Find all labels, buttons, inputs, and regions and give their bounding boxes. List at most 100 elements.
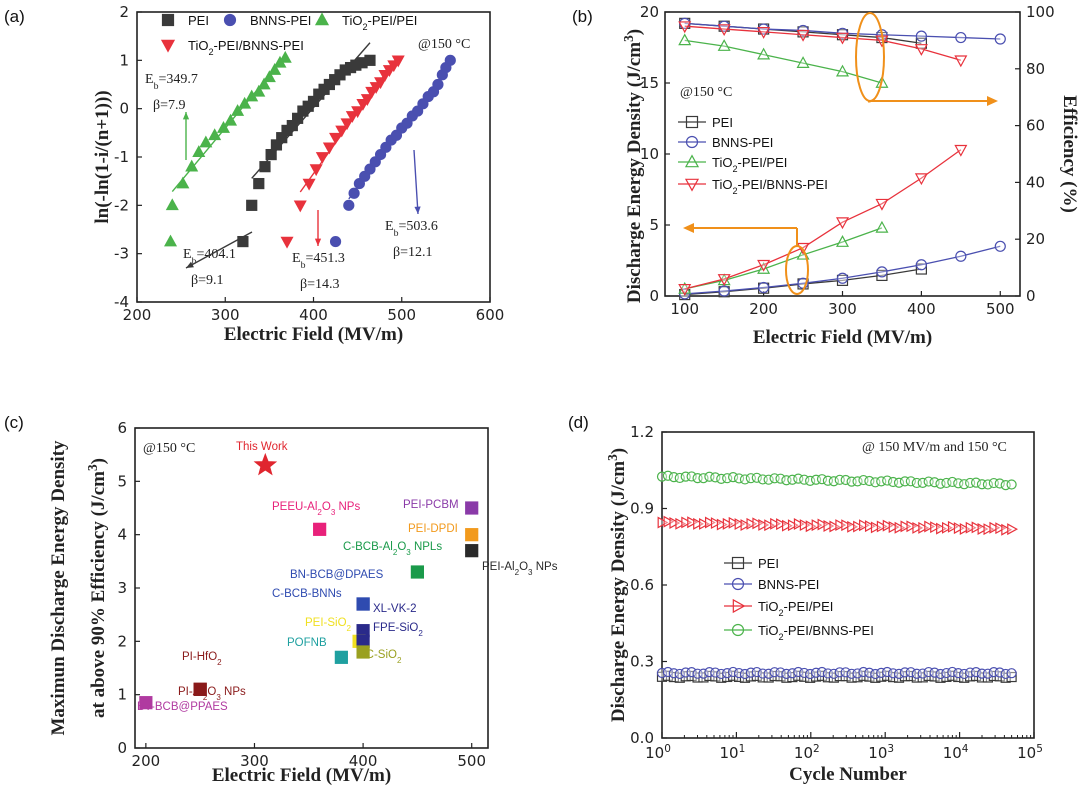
cycle-point: [734, 518, 746, 531]
cycle-point: [971, 521, 983, 534]
cycle-point: [936, 522, 947, 535]
arrow-black: [185, 231, 253, 269]
eff-point-TiO2-PEI/BNNS-PEI: [757, 27, 771, 39]
cycle-point: [686, 471, 697, 482]
cycle-point: [965, 521, 977, 534]
cycle-point: [805, 520, 817, 533]
y-axis-label-2-part: at above 90% Efficiency (J/cm: [88, 471, 109, 718]
x-tick-label-part: 0: [664, 743, 671, 755]
legend-bnns-marker: [731, 577, 745, 591]
eb-label-part: E: [385, 219, 394, 234]
point-label: POFNB: [287, 637, 327, 649]
point-label-part: 2: [317, 508, 322, 517]
y-tick-label: 0.9: [630, 500, 654, 518]
point-label-part: NPs: [335, 501, 360, 513]
y-tick-label: 20: [640, 3, 659, 21]
y-tick-label: 4: [117, 526, 127, 544]
legend-tio2-pei-marker: [314, 12, 330, 26]
point-label-part: 2: [347, 624, 352, 633]
cycle-point: [793, 518, 805, 530]
energy-line-PEI: [684, 268, 922, 296]
eff-point-TiO2-PEI/PEI: [717, 39, 731, 51]
energy-line-BNNS-PEI: [684, 245, 1001, 295]
y-tick-label: 5: [117, 472, 127, 490]
x-tick-label: 103: [868, 743, 894, 762]
point-label: PI-Al2O3 NPs: [178, 686, 246, 702]
y-tick-label: 5: [649, 216, 659, 234]
energy-point-BNNS-PEI: [915, 259, 927, 271]
y-tick-label: 1.2: [630, 423, 654, 441]
point-label: PEI-Al2O3 NPs: [482, 561, 558, 577]
eff-point-TiO2-PEI/PEI: [796, 56, 810, 68]
y-tick-label: 2: [117, 632, 127, 650]
eff-point-BNNS-PEI: [955, 31, 967, 44]
marker-7: [356, 597, 370, 611]
point-TiO2-PEI/BNNS-PEI: [345, 111, 359, 123]
point-TiO2-PEI/PEI: [231, 104, 245, 116]
eff-point-TiO2-PEI/BNNS-PEI: [678, 21, 692, 34]
series-BNNS-PEI: [656, 666, 1017, 680]
cycle-point: [758, 518, 770, 531]
beta-label: β=9.1: [191, 273, 224, 288]
point-BNNS-PEI: [343, 199, 355, 211]
cycle-point: [822, 672, 834, 683]
x-tick-label: 400: [349, 752, 378, 770]
point-TiO2-PEI/PEI: [238, 96, 252, 109]
cycle-point: [751, 666, 762, 678]
legend-tio2-pei-label-part: TiO: [342, 13, 362, 28]
energy-point-TiO2-PEI/BNNS-PEI: [678, 284, 692, 296]
legend-tio2-pei-label: TiO2-PEI/PEI: [758, 599, 833, 618]
cycle-point: [953, 522, 965, 535]
eff-point-TiO2-PEI/PEI: [835, 64, 850, 77]
marker-12: [356, 645, 370, 659]
legend-pei-label: PEI: [712, 115, 733, 130]
legend-bnns-marker: [685, 135, 699, 149]
marker-5: [465, 544, 479, 558]
cycle-point: [722, 517, 734, 530]
y-tick-label: -3: [114, 245, 129, 263]
cycle-point: [693, 517, 704, 530]
point-label-part: 2: [203, 693, 208, 702]
cycle-point: [959, 668, 970, 680]
point-label-part: 2: [515, 568, 520, 577]
point-PEI: [265, 148, 277, 161]
data-point: PI-Al2O3 NPs: [178, 682, 246, 702]
cycle-point: [882, 670, 893, 681]
energy-point-BNNS-PEI: [955, 250, 967, 262]
point-label-part: PEI-: [482, 561, 505, 573]
panel-b-frame: [664, 11, 1021, 297]
panel-label-d: (d): [568, 413, 589, 432]
eff-point-TiO2-PEI/BNNS-PEI: [954, 55, 968, 68]
point-label-part: PI-HfO: [182, 651, 217, 663]
eff-point-TiO2-PEI/BNNS-PEI: [796, 29, 810, 42]
x-tick-label: 600: [476, 306, 505, 324]
y-axis-label-part: Discharge Energy Density (J/cm: [624, 42, 645, 303]
cycle-point: [793, 670, 804, 681]
cycle-point: [941, 521, 953, 534]
cycle-point: [977, 523, 989, 535]
y2-tick-label: 40: [1026, 173, 1045, 191]
energy-point-TiO2-PEI/BNNS-PEI: [835, 217, 850, 230]
cycle-point: [994, 478, 1005, 489]
marker-11: [334, 650, 348, 664]
marker-3: [465, 528, 479, 542]
cycle-point: [864, 475, 875, 487]
point-PEI: [253, 177, 265, 190]
cycle-point: [662, 670, 674, 681]
cycle-point: [698, 668, 709, 679]
eb-label: Eb=503.6: [385, 219, 438, 239]
y-axis-label-2-part: ): [88, 458, 109, 464]
energy-point-BNNS-PEI: [876, 266, 888, 278]
cycle-point: [852, 668, 863, 679]
cycle-point: [947, 476, 958, 488]
legend-tio2-bnns-label-part: TiO: [758, 623, 778, 638]
energy-point-BNNS-PEI: [718, 285, 730, 297]
point-label: C-BCB-Al2O3 NPLs: [343, 541, 442, 557]
series-PEI: [656, 670, 1017, 683]
y-tick-label: -2: [114, 196, 129, 214]
point-label-part: O: [322, 501, 331, 513]
eb-label-part: b: [301, 260, 306, 271]
legend-tio2-bnns-label-part: 2: [778, 632, 783, 642]
panel-label-a: (a): [4, 7, 25, 26]
cycle-point: [775, 667, 786, 678]
